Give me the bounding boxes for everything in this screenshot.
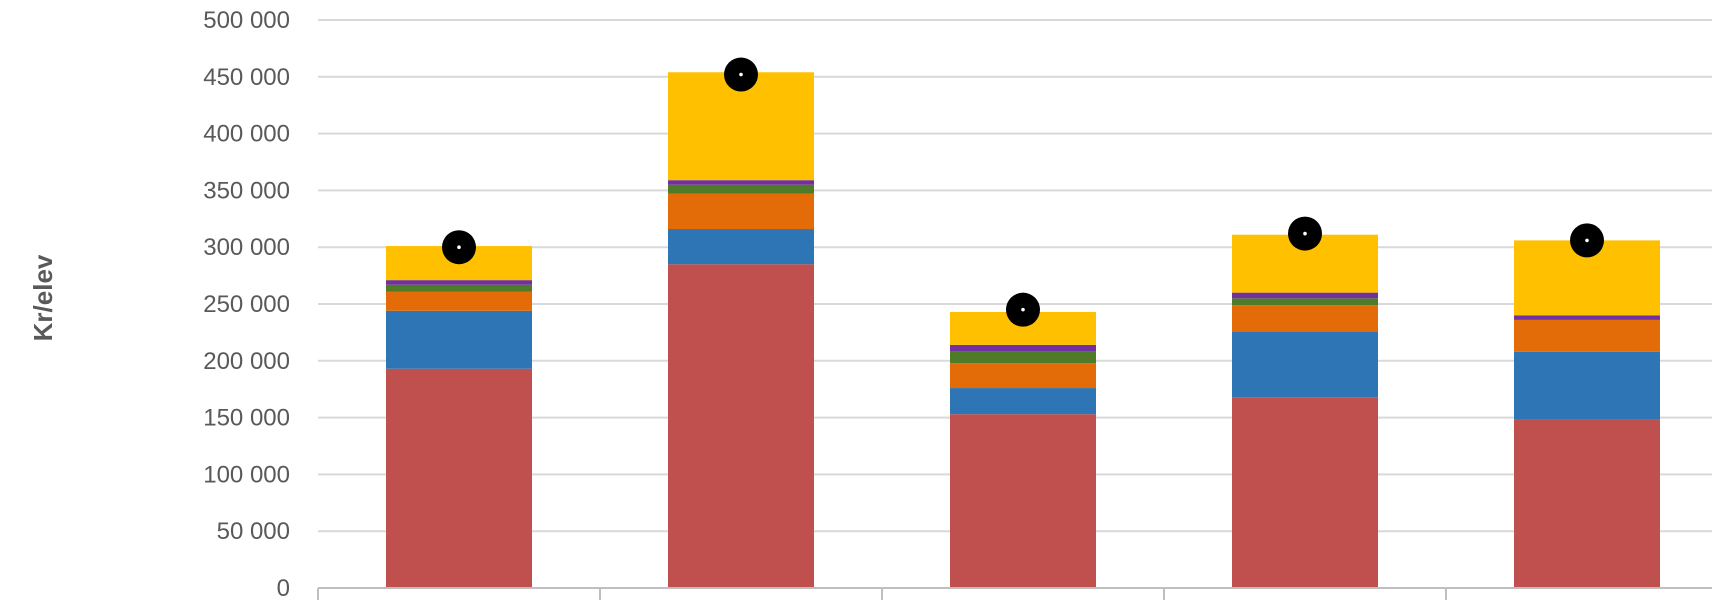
bar-segment — [1514, 315, 1660, 320]
total-marker-center — [1585, 238, 1589, 243]
bar-segment — [386, 310, 532, 369]
bar-segment — [668, 264, 814, 588]
total-marker-center — [739, 72, 743, 77]
total-marker-center — [457, 245, 461, 249]
bar-segment — [386, 280, 532, 285]
y-tick-label: 150 000 — [203, 405, 290, 432]
y-tick-label: 0 — [277, 575, 290, 600]
bar-segment — [386, 291, 532, 311]
y-tick-label: 350 000 — [203, 177, 290, 204]
y-tick-label: 50 000 — [217, 518, 290, 545]
bar-segment — [1232, 292, 1378, 299]
bar-segment — [950, 351, 1096, 364]
total-marker-center — [1303, 231, 1307, 236]
bar-segment — [950, 388, 1096, 415]
bar-segment — [386, 368, 532, 588]
y-tick-label: 100 000 — [203, 461, 290, 488]
bar-segment — [1232, 397, 1378, 588]
bar-segment — [1232, 305, 1378, 332]
y-tick-label: 250 000 — [203, 291, 290, 318]
bar-segment — [950, 344, 1096, 352]
bar-segment — [1514, 319, 1660, 352]
y-tick-label: 300 000 — [203, 234, 290, 261]
bar-segment — [668, 193, 814, 230]
y-tick-label: 450 000 — [203, 64, 290, 91]
bar-segment — [668, 184, 814, 194]
bar-segment — [668, 229, 814, 265]
bar-segment — [1232, 298, 1378, 306]
bar-segment — [950, 414, 1096, 588]
bar-segment — [1232, 331, 1378, 398]
y-tick-label: 200 000 — [203, 348, 290, 375]
total-marker-center — [1021, 307, 1025, 312]
y-axis-title: Kr/elev — [28, 254, 58, 341]
bar-segment — [950, 363, 1096, 389]
y-tick-label: 500 000 — [203, 7, 290, 34]
bar-segment — [1514, 419, 1660, 588]
bar-segment — [386, 284, 532, 292]
bar-segment — [668, 180, 814, 185]
y-axis-tick-labels: 0 50 000 100 000 150 000 200 000 250 000 300 0… — [203, 7, 290, 600]
y-tick-label: 400 000 — [203, 121, 290, 148]
x-axis-tick-marks — [317, 588, 1447, 600]
bars — [386, 72, 1660, 588]
bar-segment — [1514, 351, 1660, 420]
total-markers — [442, 57, 1604, 327]
